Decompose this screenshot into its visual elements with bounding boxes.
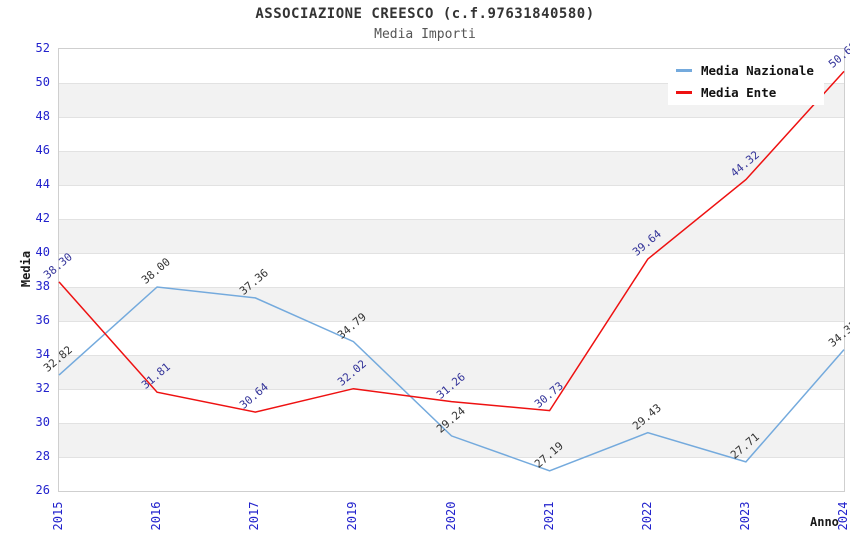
gridline — [59, 389, 844, 390]
gridline — [59, 219, 844, 220]
series-lines — [58, 70, 845, 472]
y-tick-label: 30 — [35, 415, 50, 429]
y-tick-label: 34 — [35, 347, 50, 361]
plot-area — [58, 48, 845, 492]
legend-label: Media Nazionale — [701, 62, 814, 78]
x-tick-label: 2016 — [149, 501, 164, 531]
x-axis-title: Anno — [810, 515, 839, 529]
y-tick-label: 38 — [35, 279, 50, 293]
y-axis-title: Media — [19, 250, 33, 288]
legend-item-media-ente: Media Ente — [676, 84, 814, 100]
gridline — [59, 423, 844, 424]
x-tick-label: 2019 — [345, 501, 360, 531]
gridline — [59, 83, 844, 84]
gridline — [59, 321, 844, 322]
y-tick-label: 32 — [35, 381, 50, 395]
y-tick-label: 48 — [35, 109, 50, 123]
grid-band — [59, 355, 844, 389]
media-nazionale-line-swatch-icon — [676, 68, 692, 72]
gridline — [59, 287, 844, 288]
x-tick-label: 2020 — [443, 501, 458, 531]
media-ente-line-swatch-icon — [676, 90, 692, 94]
chart-subtitle: Media Importi — [374, 27, 476, 42]
x-tick-label: 2021 — [541, 501, 556, 531]
grid-band — [59, 219, 844, 253]
x-tick-label: 2022 — [639, 501, 654, 531]
y-tick-label: 44 — [35, 177, 50, 191]
grid-band — [59, 423, 844, 457]
legend-label: Media Ente — [701, 84, 777, 100]
gridline — [59, 117, 844, 118]
gridline — [59, 185, 844, 186]
grid-band — [59, 287, 844, 321]
y-tick-label: 26 — [35, 483, 50, 497]
gridline — [59, 253, 844, 254]
series-line-media-ente — [58, 70, 845, 413]
legend: Media Nazionale Media Ente — [668, 57, 824, 105]
y-tick-label: 36 — [35, 313, 50, 327]
gridline — [59, 457, 844, 458]
x-tick-label: 2023 — [737, 501, 752, 531]
gridline — [59, 151, 844, 152]
y-tick-label: 28 — [35, 449, 50, 463]
series-line-media-nazionale — [58, 286, 845, 472]
y-tick-label: 50 — [35, 75, 50, 89]
legend-item-media-nazionale: Media Nazionale — [676, 62, 814, 78]
y-tick-label: 40 — [35, 245, 50, 259]
y-tick-label: 46 — [35, 143, 50, 157]
chart-title: ASSOCIAZIONE CREESCO (c.f.97631840580) — [255, 6, 595, 22]
gridline — [59, 355, 844, 356]
x-tick-label: 2015 — [51, 501, 65, 531]
y-tick-label: 52 — [35, 41, 50, 55]
x-tick-label: 2017 — [247, 501, 262, 531]
grid-band — [59, 151, 844, 185]
y-tick-label: 42 — [35, 211, 50, 225]
